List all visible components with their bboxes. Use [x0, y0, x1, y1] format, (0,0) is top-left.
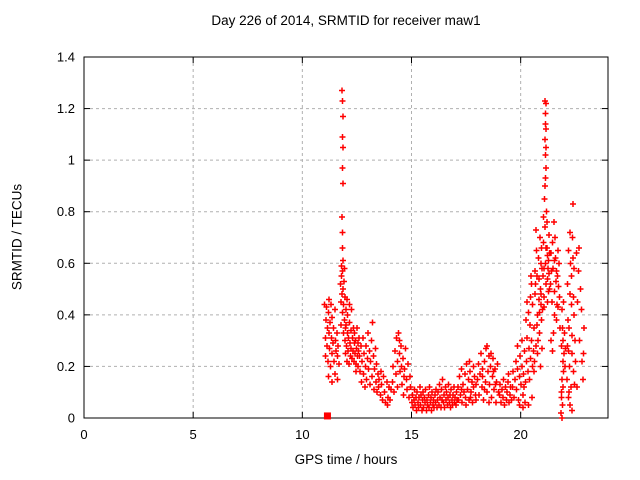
data-points-srmtid [321, 87, 587, 421]
y-tick-label: 1 [68, 153, 75, 168]
y-tick-label: 0.8 [57, 204, 75, 219]
x-axis-title: GPS time / hours [294, 452, 398, 467]
y-tick-label: 0 [68, 411, 75, 426]
x-tick-label: 5 [190, 427, 197, 442]
x-tick-label: 0 [80, 427, 87, 442]
x-tick-label: 20 [513, 427, 527, 442]
start-square-marker [323, 412, 331, 420]
y-tick-label: 1.4 [57, 50, 75, 65]
y-tick-label: 0.6 [57, 256, 75, 271]
y-tick-label: 0.2 [57, 359, 75, 374]
plot-border [83, 56, 609, 419]
y-tick-label: 1.2 [57, 101, 75, 116]
chart-title: Day 226 of 2014, SRMTID for receiver maw… [211, 13, 481, 28]
y-tick-label: 0.4 [57, 307, 75, 322]
x-tick-label: 15 [404, 427, 418, 442]
x-tick-label: 10 [295, 427, 309, 442]
